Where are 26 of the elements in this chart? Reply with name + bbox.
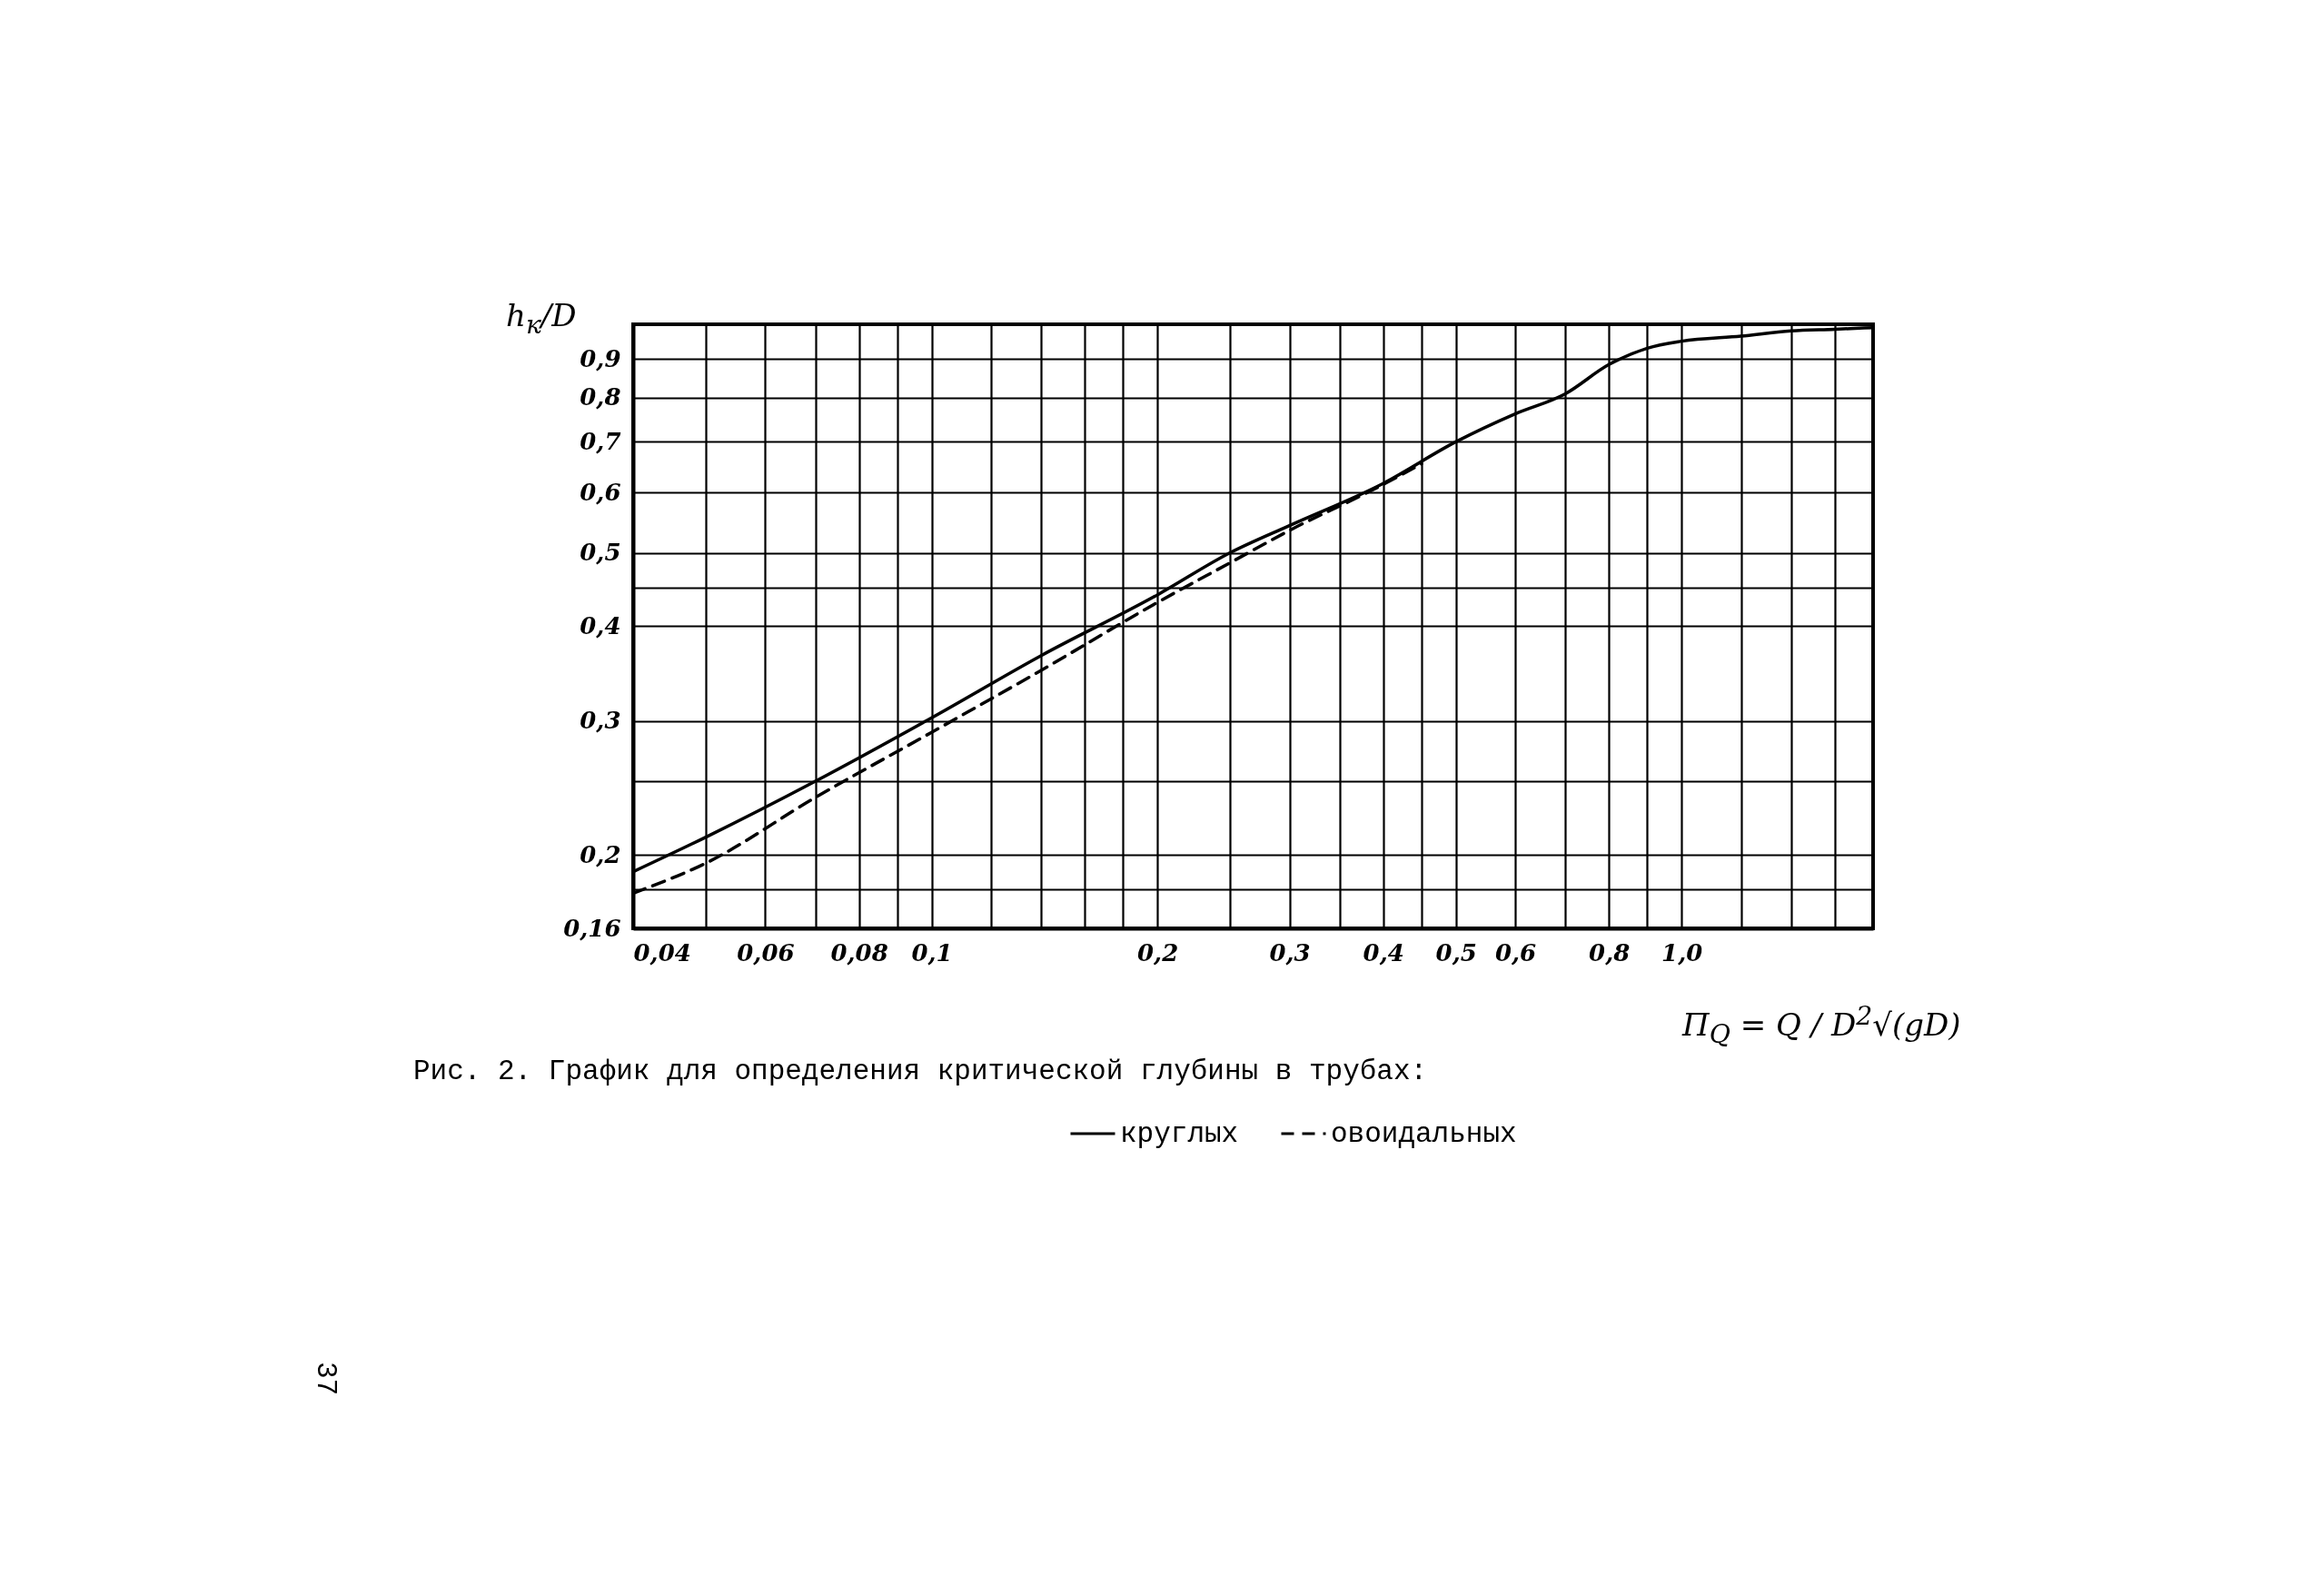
x-tick-label: 0,08 <box>830 938 888 967</box>
y-axis-title: h$_{к}$/D <box>506 297 577 340</box>
y-tick-label: 0,8 <box>580 383 621 411</box>
y-tick-label: 0,4 <box>580 612 621 639</box>
x-tick-label: 0,8 <box>1589 938 1631 967</box>
y-tick-label: 0,16 <box>563 914 621 942</box>
x-tick-label: 0,4 <box>1363 938 1404 967</box>
y-tick-label: 0,3 <box>580 707 621 735</box>
legend-label: овоидальных <box>1331 1118 1517 1150</box>
x-tick-label: 0,04 <box>633 938 691 967</box>
text: Рис. 2. График для определения критической глубины в трубах: <box>413 1056 1428 1087</box>
x-tick-label: 0,06 <box>737 938 795 967</box>
x-tick-label: 0,5 <box>1435 938 1477 967</box>
text: 37 <box>310 1361 342 1396</box>
y-tick-label: 0,2 <box>580 840 621 868</box>
x-axis-title: П$_{Q}$ = Q / D$^{2}$√(gD) <box>1682 1001 1961 1050</box>
y-tick-label: 0,9 <box>580 344 621 372</box>
y-tick-label: 0,5 <box>580 539 621 567</box>
x-tick-label: 0,6 <box>1494 938 1537 967</box>
x-tick-label: 0,1 <box>911 938 953 967</box>
y-tick-label: 0,6 <box>580 478 621 506</box>
legend-label: круглых <box>1120 1118 1239 1150</box>
y-tick-label: 0,7 <box>580 427 621 455</box>
x-tick-label: 1,0 <box>1661 938 1703 967</box>
x-tick-label: 0,3 <box>1269 938 1311 967</box>
x-tick-label: 0,2 <box>1137 938 1179 967</box>
